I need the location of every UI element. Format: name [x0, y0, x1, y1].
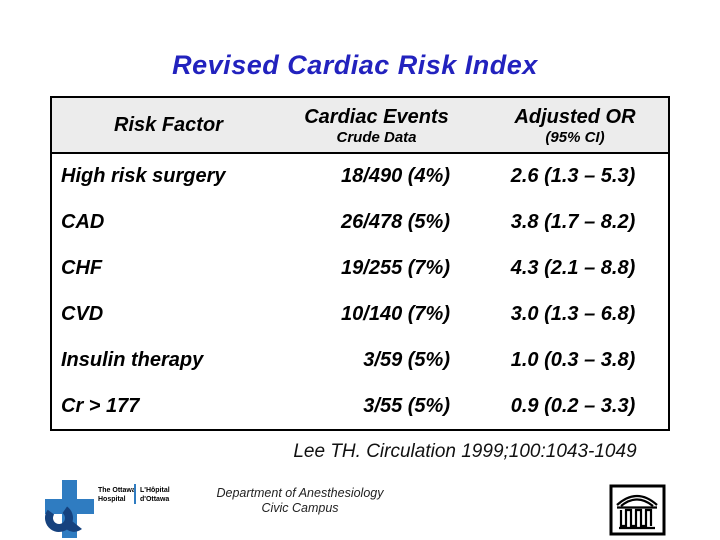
column-header-sublabel: Crude Data	[336, 128, 417, 146]
hospital-name-en: Hospital	[98, 496, 126, 503]
table-row: CAD 26/478 (5%) 3.8 (1.7 – 8.2)	[52, 200, 668, 246]
column-header-cardiac-events: Cardiac Events Crude Data	[285, 98, 468, 152]
column-header-label: Cardiac Events	[304, 105, 449, 128]
civic-campus-building-icon	[609, 484, 666, 536]
risk-factor-cell: CVD	[61, 302, 104, 325]
risk-factor-cell: CAD	[61, 211, 105, 234]
hospital-name-fr: d'Ottawa	[140, 496, 169, 503]
events-cell: 3/55 (5%)	[363, 394, 450, 417]
risk-factor-cell: CHF	[61, 257, 103, 280]
events-cell: 19/255 (7%)	[341, 257, 450, 280]
table-row: Cr > 177 3/55 (5%) 0.9 (0.2 – 3.3)	[52, 383, 668, 429]
events-cell: 3/59 (5%)	[363, 348, 450, 371]
table-body: High risk surgery 18/490 (4%) 2.6 (1.3 –…	[52, 154, 668, 429]
risk-factor-cell: Cr > 177	[61, 394, 140, 417]
footer-department: Department of Anesthesiology Civic Campu…	[155, 486, 445, 516]
table-row: Insulin therapy 3/59 (5%) 1.0 (0.3 – 3.8…	[52, 337, 668, 383]
column-header-label: Adjusted OR	[514, 105, 636, 128]
risk-factor-cell: High risk surgery	[61, 165, 226, 188]
ottawa-hospital-logo-icon: The Ottawa Hospital L'Hôpital d'Ottawa	[45, 480, 170, 538]
citation-text: Lee TH. Circulation 1999;100:1043-1049	[293, 441, 637, 462]
odds-ratio-cell: 3.0 (1.3 – 6.8)	[510, 302, 636, 325]
column-header-risk-factor: Risk Factor	[52, 98, 285, 152]
logo-divider	[134, 484, 136, 504]
odds-ratio-cell: 1.0 (0.3 – 3.8)	[510, 348, 636, 371]
table-header-row: Risk Factor Cardiac Events Crude Data Ad…	[52, 98, 668, 154]
events-cell: 10/140 (7%)	[341, 302, 450, 325]
footer-line-1: Department of Anesthesiology	[216, 486, 384, 500]
hospital-name-fr: L'Hôpital	[140, 487, 170, 494]
odds-ratio-cell: 3.8 (1.7 – 8.2)	[510, 211, 636, 234]
events-cell: 26/478 (5%)	[341, 211, 450, 234]
table-row: CHF 19/255 (7%) 4.3 (2.1 – 8.8)	[52, 246, 668, 292]
table-row: High risk surgery 18/490 (4%) 2.6 (1.3 –…	[52, 154, 668, 200]
risk-index-table: Risk Factor Cardiac Events Crude Data Ad…	[50, 96, 670, 431]
odds-ratio-cell: 2.6 (1.3 – 5.3)	[510, 165, 636, 188]
column-header-label: Risk Factor	[114, 114, 223, 136]
page-title: Revised Cardiac Risk Index	[172, 50, 538, 80]
events-cell: 18/490 (4%)	[341, 165, 450, 188]
footer-line-2: Civic Campus	[261, 501, 339, 515]
cross-icon	[45, 499, 94, 514]
table-row: CVD 10/140 (7%) 3.0 (1.3 – 6.8)	[52, 291, 668, 337]
column-header-adjusted-or: Adjusted OR (95% CI)	[468, 98, 668, 152]
odds-ratio-cell: 4.3 (2.1 – 8.8)	[510, 257, 636, 280]
risk-factor-cell: Insulin therapy	[61, 348, 204, 371]
hospital-name-en: The Ottawa	[98, 487, 136, 494]
odds-ratio-cell: 0.9 (0.2 – 3.3)	[510, 394, 636, 417]
column-header-sublabel: (95% CI)	[545, 128, 605, 146]
